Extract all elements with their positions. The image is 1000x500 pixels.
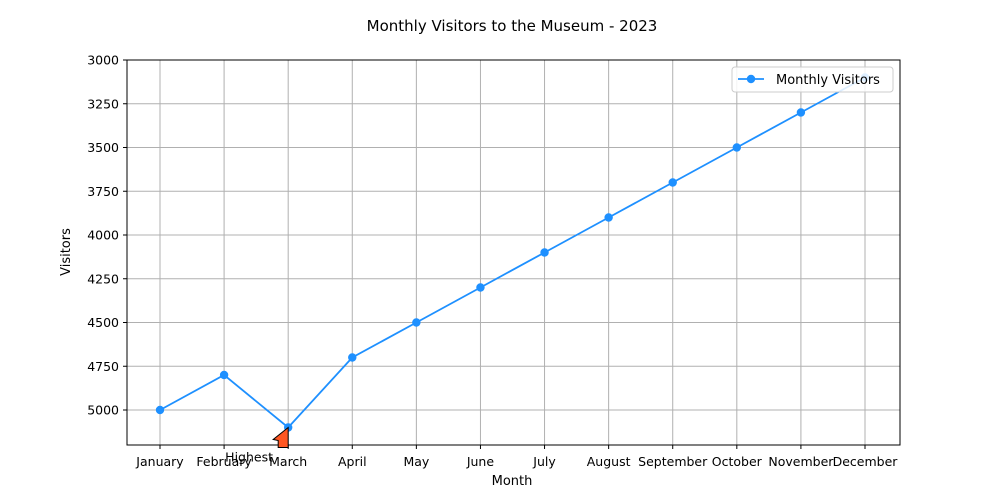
y-tick-label: 3750 [87, 184, 119, 199]
data-point [604, 213, 613, 222]
x-tick-label: July [532, 454, 556, 469]
data-point [540, 248, 549, 257]
y-tick-label: 4750 [87, 359, 119, 374]
grid-lines [127, 59, 900, 445]
chart-title: Monthly Visitors to the Museum - 2023 [367, 17, 658, 35]
x-tick-label: September [638, 454, 708, 469]
y-tick-label: 3250 [87, 96, 119, 111]
annotation-text: Highest [225, 450, 273, 465]
legend: Monthly Visitors [731, 66, 894, 93]
y-tick-label: 3000 [87, 53, 119, 68]
x-tick-label: April [338, 454, 367, 469]
data-point [668, 178, 677, 187]
y-tick-label: 5000 [87, 403, 119, 418]
legend-label: Monthly Visitors [776, 73, 880, 88]
annotation-arrow [272, 426, 289, 448]
x-tick-label: August [587, 454, 631, 469]
x-axis-label: Month [492, 474, 533, 489]
y-axis-label: Visitors [59, 228, 74, 276]
x-tick-label: December [833, 454, 899, 469]
legend-box [731, 66, 894, 93]
y-axis-ticks: 3000 3250 3500 3750 4000 4250 4500 4750 5000 [87, 53, 127, 418]
x-tick-label: February [196, 454, 252, 469]
plot-frame [126, 59, 901, 446]
data-point [348, 353, 357, 362]
legend-marker [746, 74, 756, 84]
series-line [159, 76, 866, 429]
data-point [796, 108, 806, 117]
x-tick-label: November [768, 454, 834, 469]
series-layer [155, 73, 870, 432]
x-tick-label: October [712, 454, 763, 469]
data-point [476, 283, 485, 292]
y-tick-label: 4000 [87, 228, 119, 243]
data-point [155, 405, 165, 415]
data-point [412, 318, 421, 327]
annotation: Highest [225, 426, 289, 465]
y-tick-label: 3500 [87, 140, 119, 155]
x-tick-label: March [269, 454, 307, 469]
data-point [732, 143, 742, 152]
x-tick-label: January [135, 454, 184, 469]
y-tick-label: 4500 [87, 315, 119, 330]
data-point [219, 370, 229, 380]
y-tick-label: 4250 [87, 271, 119, 286]
x-axis-ticks: January February March April May June July Augu… [135, 445, 898, 469]
x-tick-label: June [466, 454, 495, 469]
x-tick-label: May [403, 454, 429, 469]
